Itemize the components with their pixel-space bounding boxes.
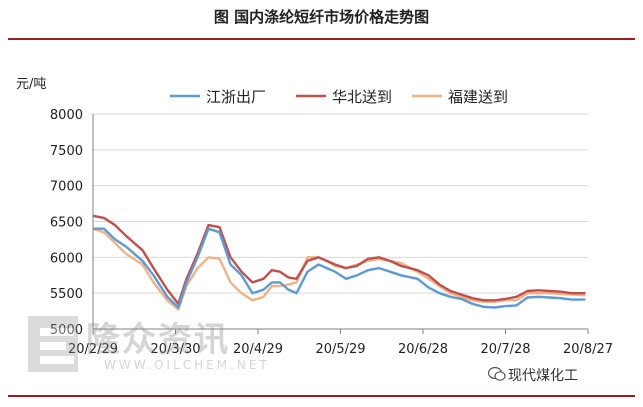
- oilchem-logo-icon: [28, 316, 78, 372]
- x-tick-label: 20/3/30: [150, 342, 200, 357]
- y-tick-label: 6500: [50, 216, 83, 231]
- top-divider: [8, 38, 635, 40]
- source-badge: 现代煤化工: [508, 368, 578, 384]
- axes: 5000 5500 6000 6500 7000 7500 8000 20/2/29 20/3/…: [50, 108, 613, 357]
- x-tick-label: 20/2/29: [68, 342, 118, 357]
- y-tick-label: 5500: [50, 287, 83, 302]
- legend-label-1: 华北送到: [332, 88, 392, 106]
- y-tick-label: 5000: [50, 323, 83, 338]
- x-tick-label: 20/4/29: [233, 342, 283, 357]
- watermark-en: WWW.OILCHEM.NET: [104, 358, 270, 372]
- series-line-0: [93, 227, 586, 309]
- legend: 江浙出厂 华北送到 福建送到: [170, 88, 508, 106]
- y-tick-label: 7000: [50, 180, 83, 195]
- y-tick-label: 8000: [50, 108, 83, 123]
- series-lines: [92, 214, 586, 311]
- wechat-icon: [488, 366, 506, 381]
- grid-lines: [93, 113, 588, 294]
- x-tick-label: 20/8/27: [563, 342, 613, 357]
- x-tick-label: 20/5/29: [315, 342, 365, 357]
- legend-label-0: 江浙出厂: [206, 88, 266, 106]
- y-axis-label: 元/吨: [16, 77, 46, 92]
- x-tick-label: 20/6/28: [398, 342, 448, 357]
- bottom-divider: [8, 395, 635, 397]
- watermark: 隆众资讯 WWW.OILCHEM.NET: [26, 310, 286, 380]
- watermark-cn: 隆众资讯: [86, 320, 230, 360]
- legend-label-2: 福建送到: [448, 88, 508, 106]
- y-tick-label: 7500: [50, 144, 83, 159]
- series-line-1: [92, 214, 586, 306]
- y-tick-label: 6000: [50, 251, 83, 266]
- x-tick-label: 20/7/28: [480, 342, 530, 357]
- chart-title: 图 国内涤纶短纤市场价格走势图: [213, 8, 430, 26]
